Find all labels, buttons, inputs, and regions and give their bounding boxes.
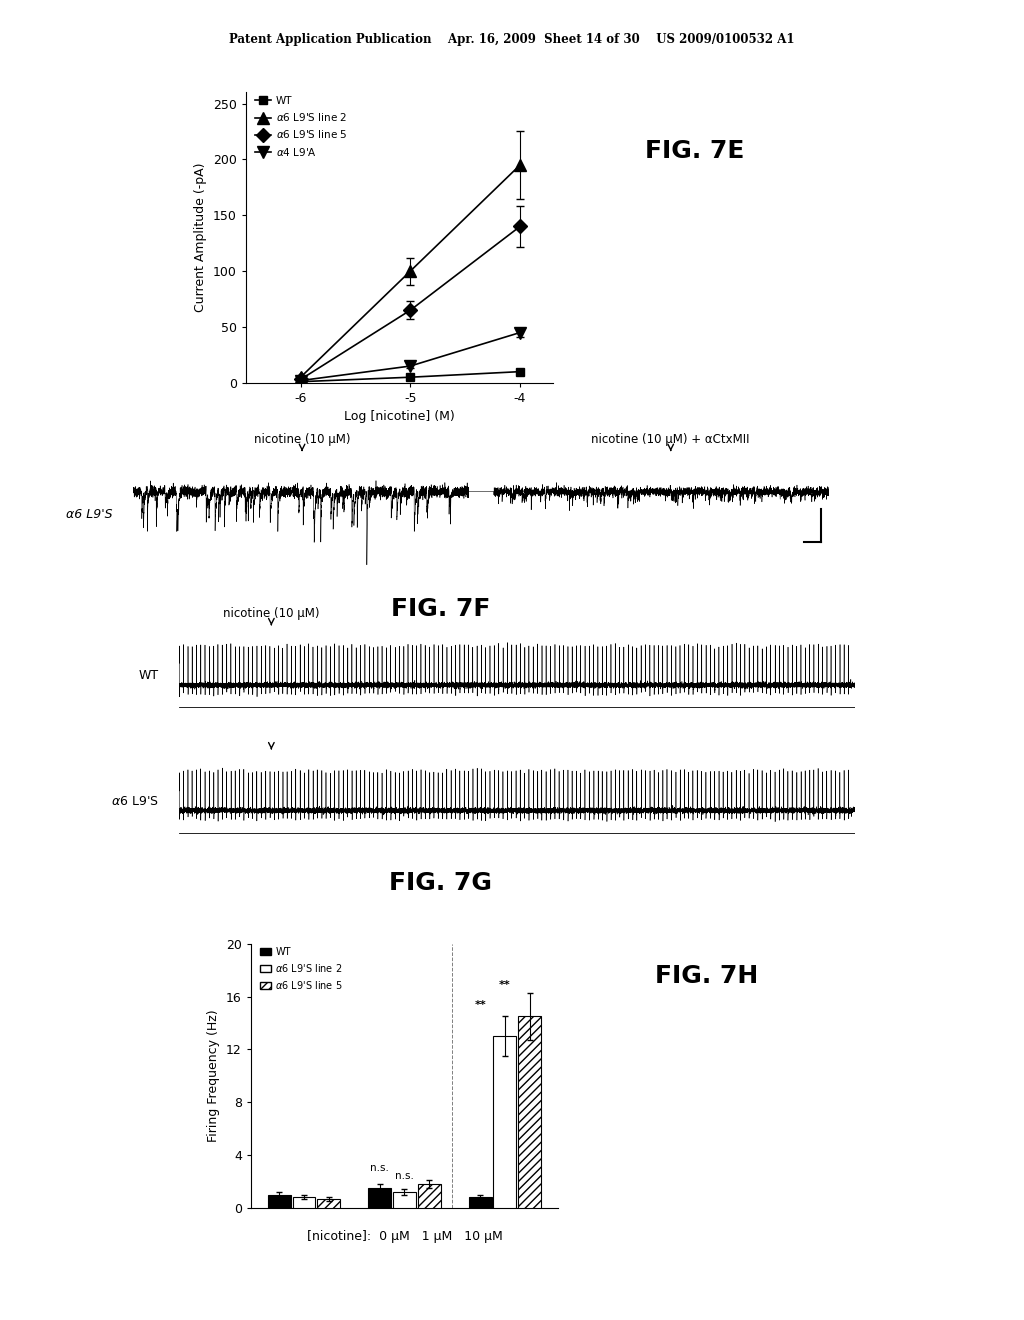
- Legend: WT, $\alpha$6 L9'S line 2, $\alpha$6 L9'S line 5, $\alpha$4 L9'A: WT, $\alpha$6 L9'S line 2, $\alpha$6 L9'…: [251, 92, 352, 162]
- Text: [nicotine]:  0 μM   1 μM   10 μM: [nicotine]: 0 μM 1 μM 10 μM: [306, 1230, 503, 1243]
- Bar: [369, 1188, 391, 1208]
- Y-axis label: Current Amplitude (-pA): Current Amplitude (-pA): [195, 162, 207, 313]
- Legend: WT, $\alpha$6 L9'S line 2, $\alpha$6 L9'S line 5: WT, $\alpha$6 L9'S line 2, $\alpha$6 L9'…: [256, 944, 346, 995]
- Text: FIG. 7H: FIG. 7H: [655, 964, 759, 987]
- Text: n.s.: n.s.: [395, 1171, 414, 1181]
- Text: **: **: [499, 979, 511, 990]
- Bar: [393, 1192, 416, 1208]
- Bar: [317, 1199, 340, 1208]
- Bar: [494, 1036, 516, 1208]
- Text: FIG. 7G: FIG. 7G: [389, 871, 492, 895]
- Text: α6 L9'S: α6 L9'S: [67, 508, 113, 521]
- Bar: [293, 1197, 315, 1208]
- Text: $\alpha$6 L9'S: $\alpha$6 L9'S: [111, 795, 159, 808]
- Text: FIG. 7E: FIG. 7E: [645, 139, 744, 162]
- Bar: [518, 1016, 541, 1208]
- Text: Patent Application Publication    Apr. 16, 2009  Sheet 14 of 30    US 2009/01005: Patent Application Publication Apr. 16, …: [229, 33, 795, 46]
- Text: nicotine (10 μM): nicotine (10 μM): [223, 607, 319, 620]
- Text: nicotine (10 μM): nicotine (10 μM): [254, 433, 350, 446]
- Bar: [268, 1195, 291, 1208]
- Text: nicotine (10 μM) + αCtxMII: nicotine (10 μM) + αCtxMII: [592, 433, 750, 446]
- X-axis label: Log [nicotine] (M): Log [nicotine] (M): [344, 411, 455, 424]
- Bar: [418, 1184, 440, 1208]
- Bar: [469, 1197, 492, 1208]
- Text: n.s.: n.s.: [371, 1163, 389, 1173]
- Text: WT: WT: [138, 669, 159, 682]
- Text: **: **: [474, 999, 486, 1010]
- Y-axis label: Firing Frequency (Hz): Firing Frequency (Hz): [208, 1010, 220, 1142]
- Text: FIG. 7F: FIG. 7F: [390, 597, 490, 620]
